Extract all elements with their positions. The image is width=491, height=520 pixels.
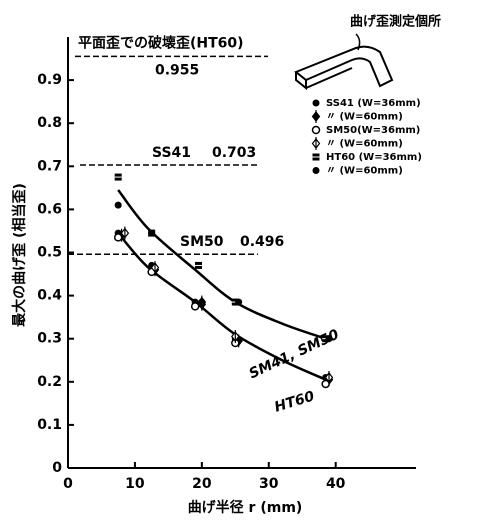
reference-label: SS41 (152, 145, 191, 161)
point (313, 154, 320, 161)
legend-label: 〃 (W=60mm) (326, 166, 403, 177)
point (195, 262, 202, 269)
inset-label: 曲げ歪測定個所 (350, 14, 441, 30)
reference-label: 平面歪での破壊歪(HT60) (78, 34, 244, 51)
marker (313, 167, 320, 174)
y-axis-label: 最大の曲げ歪 (相当歪) (11, 183, 28, 327)
fit-label: SM41, SM50 (247, 327, 342, 383)
reference-value: 0.703 (212, 145, 256, 161)
marker (235, 299, 242, 306)
y-tick-label: 0.7 (37, 158, 62, 174)
x-axis-label: 曲げ半径 r (mm) (188, 499, 303, 516)
y-tick-label: 0 (52, 460, 62, 476)
y-tick-label: 0.2 (37, 374, 62, 390)
x-tick-label: 10 (125, 476, 145, 492)
y-tick-label: 0.1 (37, 417, 62, 433)
x-tick-label: 30 (259, 476, 279, 492)
x-tick-label: 0 (63, 476, 73, 492)
marker (313, 100, 320, 107)
chart: 曲げ歪測定個所 曲げ半径 r (mm) 最大の曲げ歪 (相当歪) 0 0.1 0.2… (0, 0, 491, 520)
x-tick-label: 40 (326, 476, 346, 492)
marker (192, 303, 199, 310)
point (313, 127, 320, 134)
y-tick-label: 0.4 (37, 288, 62, 304)
legend-label: 〃 (W=60mm) (326, 139, 403, 150)
marker (148, 230, 155, 237)
marker (115, 202, 122, 209)
point (313, 137, 320, 150)
legend-label: SM50(W=36mm) (326, 125, 420, 136)
point (148, 230, 155, 237)
y-tick-label: 0.6 (37, 201, 62, 217)
point (198, 299, 205, 306)
reference-value: 0.496 (240, 234, 284, 250)
marker (313, 127, 320, 134)
point (115, 174, 122, 181)
reference-value: 0.955 (155, 62, 199, 78)
point (313, 110, 320, 123)
reference-label: SM50 (180, 234, 224, 250)
y-tick-label: 0.8 (37, 115, 62, 131)
point (326, 335, 333, 342)
point (115, 234, 122, 241)
y-tick-label: 0.5 (37, 245, 62, 261)
marker (198, 299, 205, 306)
y-tick-label: 0.9 (37, 72, 62, 88)
point (235, 299, 242, 306)
point (115, 202, 122, 209)
marker (326, 335, 333, 342)
legend-label: HT60 (W=36mm) (326, 152, 422, 163)
legend-label: 〃 (W=60mm) (326, 112, 403, 123)
legend-label: SS41 (W=36mm) (326, 98, 421, 109)
point (192, 303, 199, 310)
fit-label: HT60 (273, 388, 317, 415)
x-tick-label: 20 (192, 476, 212, 492)
point (313, 167, 320, 174)
inset-shape (296, 34, 392, 88)
point (313, 100, 320, 107)
marker (115, 234, 122, 241)
y-tick-label: 0.3 (37, 331, 62, 347)
